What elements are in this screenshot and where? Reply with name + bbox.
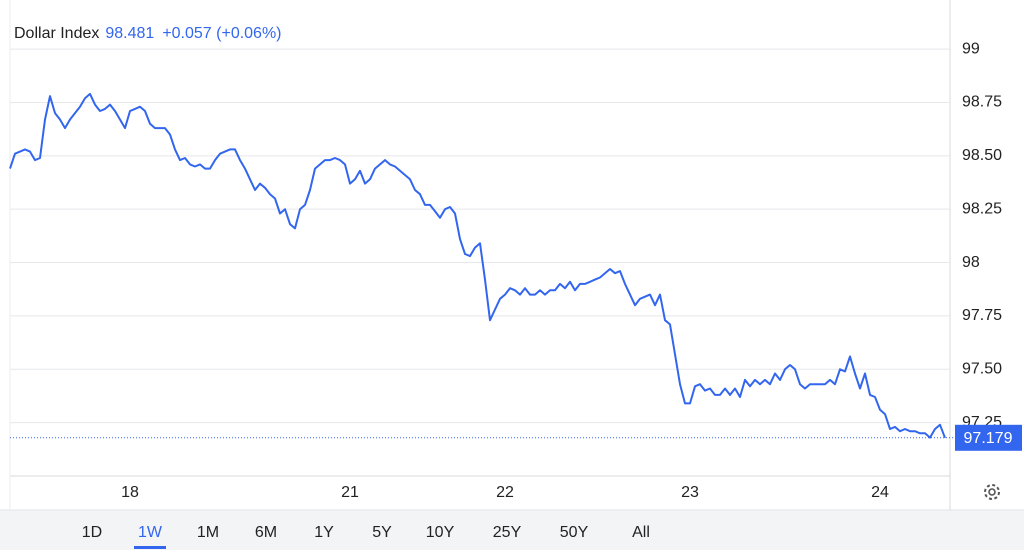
title: Dollar Index [14,25,99,42]
toolbar-bg [0,510,1024,550]
y-tick-label: 98 [962,254,980,271]
change: +0.057 (+0.06%) [162,25,281,42]
y-tick-label: 99 [962,40,980,57]
y-tick-label: 97.50 [962,360,1002,377]
range-button[interactable]: 10Y [426,524,455,541]
gear [984,484,1000,500]
range-button[interactable]: 25Y [493,524,522,541]
x-tick-label: 22 [496,484,514,501]
range-button[interactable]: 1M [197,524,219,541]
range-label: 6M [255,524,277,541]
x-tick-label: 24 [871,484,889,501]
range-label: All [632,524,650,541]
range-label: 25Y [493,524,522,541]
y-tick-label: 98.75 [962,94,1002,111]
settings-icon[interactable] [984,484,1000,500]
x-tick-label: 21 [341,484,359,501]
range-button[interactable]: 50Y [560,524,589,541]
range-button[interactable]: 1D [82,524,102,541]
range-label: 1W [138,524,163,541]
range-underline [134,546,166,549]
x-tick-label: 23 [681,484,699,501]
chart-title: Dollar Index 98.481 +0.057 (+0.06%) [14,25,282,42]
last-price-box [955,424,1022,451]
range-label: 1D [82,524,102,541]
x-tick-label: 18 [121,484,139,501]
gear-hub [988,488,996,496]
range-button[interactable]: 1Y [314,524,334,541]
range-label: 1M [197,524,219,541]
range-button[interactable]: 5Y [372,524,392,541]
range-label: 5Y [372,524,392,541]
range-button[interactable]: 1W [134,524,166,549]
range-button[interactable]: All [632,524,650,541]
y-tick-label: 98.50 [962,147,1002,164]
range-label: 10Y [426,524,455,541]
range-label: 50Y [560,524,589,541]
range-button[interactable]: 6M [255,524,277,541]
range-label: 1Y [314,524,334,541]
price-line [9,92,946,439]
quote: 98.481 [105,25,154,42]
y-tick-label: 97.75 [962,307,1002,324]
last-price-label: 97.179 [964,430,1013,447]
y-tick-label: 98.25 [962,200,1002,217]
